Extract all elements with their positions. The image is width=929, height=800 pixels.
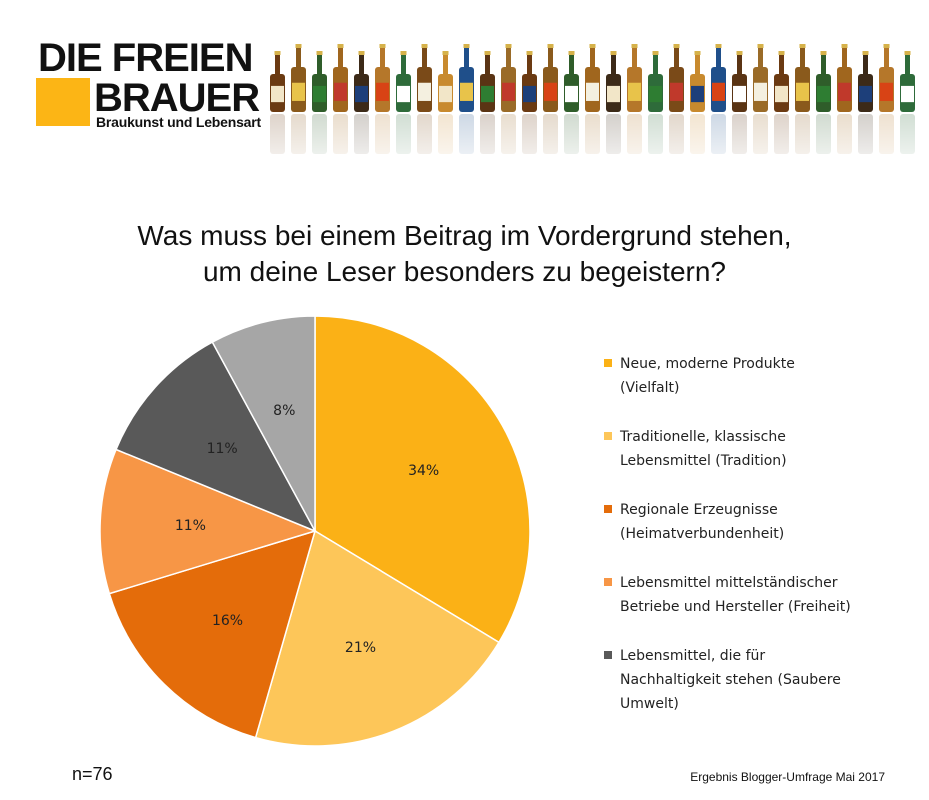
chart-title-line-1: Was muss bei einem Beitrag im Vordergrun… [137,220,792,251]
legend-item-5: Lebensmittel, die für Nachhaltigkeit steh… [604,644,924,716]
legend-label-line: (Heimatverbundenheit) [620,526,785,542]
legend-item-4: Lebensmittel mittelständischer Betriebe u… [604,571,924,619]
legend-swatch [604,359,612,367]
legend-label-line: Lebensmittel (Tradition) [620,453,787,469]
data-label-4: 11% [175,518,206,534]
sample-size: n=76 [72,764,113,784]
data-label-1: 34% [408,463,439,479]
source-note: Ergebnis Blogger-Umfrage Mai 2017 [690,770,885,784]
pie-slice-5 [115,341,317,533]
data-label-2: 21% [345,640,376,656]
pie-chart: 34% 21% 16% 11% 11% 8% [99,315,531,747]
logo-line-2: BRAUER [94,76,260,120]
legend-item-3: Regionale Erzeugnisse (Heimatverbundenhei… [604,498,924,546]
legend-swatch [604,651,612,659]
legend-label-line: Lebensmittel, die für [620,648,766,664]
legend-item-2: Traditionelle, klassische Lebensmittel (T… [604,425,924,473]
legend-label-line: Nachhaltigkeit stehen (Saubere [620,672,841,688]
pie-slice-6 [211,315,316,532]
logo-tagline: Braukunst und Lebensart [96,114,261,130]
legend-swatch [604,505,612,513]
legend-label-line: Betriebe und Hersteller (Freiheit) [620,599,851,615]
legend-swatch [604,578,612,586]
legend-label-line: Lebensmittel mittelständischer [620,575,838,591]
brand-logo: DIE FREIEN BRAUER Braukunst und Lebensar… [36,38,266,130]
legend-swatch [604,432,612,440]
chart-title: Was muss bei einem Beitrag im Vordergrun… [0,218,929,290]
logo-square [36,78,90,126]
logo-line-1: DIE FREIEN [38,36,253,80]
legend-label-line: Neue, moderne Produkte [620,356,795,372]
legend-label-line: Umwelt) [620,696,679,712]
legend-label-line: Traditionelle, klassische [620,429,786,445]
data-label-5: 11% [207,441,238,457]
pie-slice-1 [314,315,531,644]
chart-title-line-2: um deine Leser besonders zu begeistern? [202,256,726,287]
pie-slice-3 [108,529,317,739]
pie-slice-4 [99,448,318,595]
legend-label-line: Regionale Erzeugnisse [620,502,778,518]
data-label-6: 8% [273,403,295,419]
legend-label-line: (Vielfalt) [620,380,680,396]
pie-slice-2 [254,529,500,747]
chart-legend: Neue, moderne Produkte (Vielfalt) Traditio… [604,352,924,741]
beer-bottles-image [262,44,929,180]
data-label-3: 16% [212,613,243,629]
legend-item-1: Neue, moderne Produkte (Vielfalt) [604,352,924,400]
